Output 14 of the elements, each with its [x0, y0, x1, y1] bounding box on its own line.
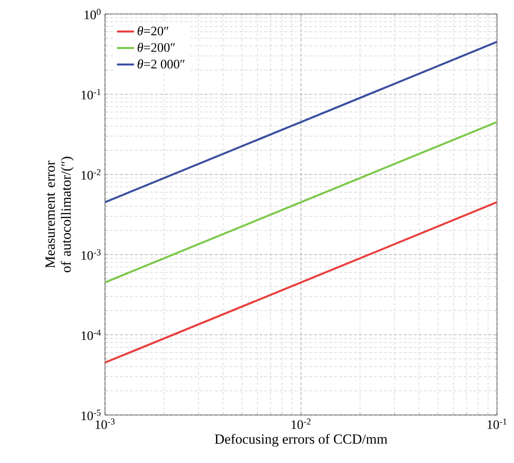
x-tick-label: 10$^{-2}$: [292, 418, 310, 429]
y-tick-label: 10$^{-1}$: [82, 88, 100, 100]
y-tick-label: 10$^{-5}$: [82, 410, 101, 420]
y-tick-label: 10$^{0}$: [84, 8, 101, 20]
y-tick-label: 10$^{-3}$: [82, 249, 101, 260]
legend-label: θ=2 000″: [138, 59, 185, 68]
legend-label: θ=20″: [138, 26, 168, 36]
y-tick-label: 10$^{-4}$: [82, 330, 101, 340]
legend-label: θ=200″: [138, 42, 175, 52]
x-tick-label: 10$^{-3}$: [96, 418, 115, 429]
y-axis-title: Measurement error of autocollimator/(″): [46, 156, 74, 272]
y-tick-label: 10$^{-2}$: [82, 169, 100, 180]
x-tick-label: 10$^{-1}$: [488, 418, 506, 429]
x-axis-title: Defocusing errors of CCD/mm: [214, 434, 388, 447]
